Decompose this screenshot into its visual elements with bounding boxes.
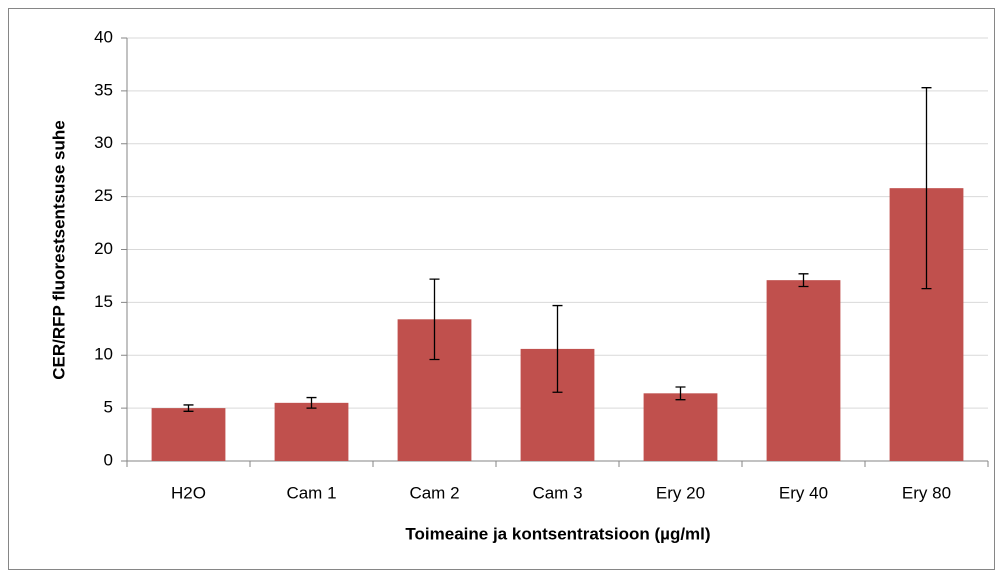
x-tick-label: H2O <box>171 483 206 502</box>
error-bar <box>183 404 194 412</box>
y-tick-label: 30 <box>94 133 113 152</box>
y-tick-label: 40 <box>94 27 113 46</box>
bar <box>766 280 841 461</box>
error-bar <box>675 386 686 401</box>
error-bar <box>306 396 317 409</box>
x-axis-label: Toimeaine ja kontsentratsioon (µg/ml) <box>405 524 710 543</box>
error-bar <box>921 87 932 290</box>
error-bar <box>798 273 809 288</box>
y-tick-label: 10 <box>94 345 113 364</box>
chart-border <box>8 8 995 570</box>
y-tick-label: 20 <box>94 239 113 258</box>
y-tick-label: 35 <box>94 80 113 99</box>
error-bar <box>429 278 440 361</box>
x-tick-label: Ery 80 <box>902 483 951 502</box>
y-tick-label: 15 <box>94 292 113 311</box>
error-bar <box>552 304 563 393</box>
y-axis-label: CER/RFP fluorestsentsuse suhe <box>49 120 68 379</box>
bar <box>643 393 718 461</box>
x-tick-label: Cam 1 <box>286 483 336 502</box>
y-tick-label: 0 <box>104 450 113 469</box>
bar <box>274 402 349 461</box>
y-tick-label: 5 <box>104 398 113 417</box>
x-tick-label: Ery 20 <box>656 483 705 502</box>
x-tick-label: Cam 2 <box>409 483 459 502</box>
bar <box>151 408 226 461</box>
y-tick-label: 25 <box>94 186 113 205</box>
x-tick-label: Ery 40 <box>779 483 828 502</box>
x-tick-label: Cam 3 <box>532 483 582 502</box>
